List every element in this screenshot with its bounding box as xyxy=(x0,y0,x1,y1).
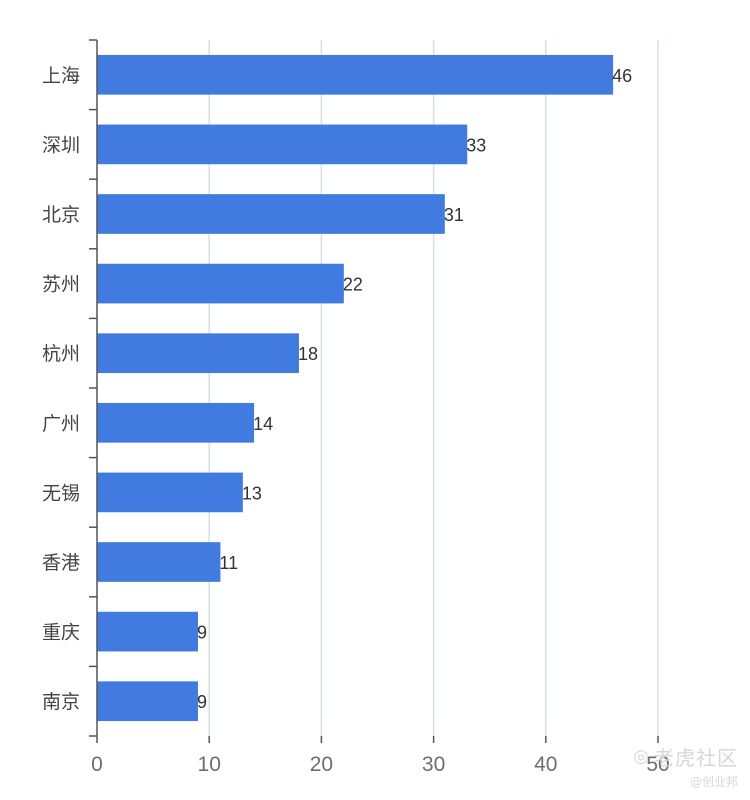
category-label: 深圳 xyxy=(42,134,80,156)
bar xyxy=(97,612,198,652)
x-tick-label: 40 xyxy=(534,753,557,776)
watermark-main-text: 老虎社区 xyxy=(654,742,738,771)
watermark: ◎ 老虎社区 @创业邦 xyxy=(633,742,738,790)
category-label: 香港 xyxy=(42,552,80,574)
category-label: 无锡 xyxy=(42,482,80,504)
bars xyxy=(97,55,613,721)
value-label: 11 xyxy=(219,553,238,573)
value-label: 31 xyxy=(444,205,464,225)
value-label: 33 xyxy=(466,135,486,155)
bar xyxy=(97,125,467,165)
value-label: 13 xyxy=(242,483,262,503)
bar xyxy=(97,194,445,234)
bar xyxy=(97,264,344,304)
watermark-sub-text: @创业邦 xyxy=(633,773,738,790)
x-tick-label: 30 xyxy=(422,753,445,776)
bar xyxy=(97,55,613,95)
category-label: 广州 xyxy=(42,413,80,435)
category-label: 重庆 xyxy=(42,622,80,644)
category-label: 上海 xyxy=(42,65,80,87)
category-label: 南京 xyxy=(42,691,80,713)
bar xyxy=(97,681,198,721)
value-label: 46 xyxy=(612,66,632,86)
value-label: 22 xyxy=(343,275,363,295)
bar xyxy=(97,403,254,443)
tiger-icon: ◎ xyxy=(633,746,650,767)
value-label: 18 xyxy=(298,344,318,364)
x-tick-label: 0 xyxy=(91,753,103,776)
bar xyxy=(97,473,243,513)
value-label: 9 xyxy=(197,623,207,643)
category-label: 苏州 xyxy=(42,274,80,296)
category-label: 杭州 xyxy=(42,343,80,365)
x-tick-labels: 0 10 20 30 40 50 xyxy=(91,753,670,776)
bar xyxy=(97,333,299,373)
x-tick-label: 20 xyxy=(310,753,333,776)
category-label: 北京 xyxy=(42,204,80,226)
bar xyxy=(97,542,220,582)
value-label: 14 xyxy=(253,414,273,434)
value-label: 9 xyxy=(197,692,207,712)
x-tick-label: 10 xyxy=(198,753,221,776)
